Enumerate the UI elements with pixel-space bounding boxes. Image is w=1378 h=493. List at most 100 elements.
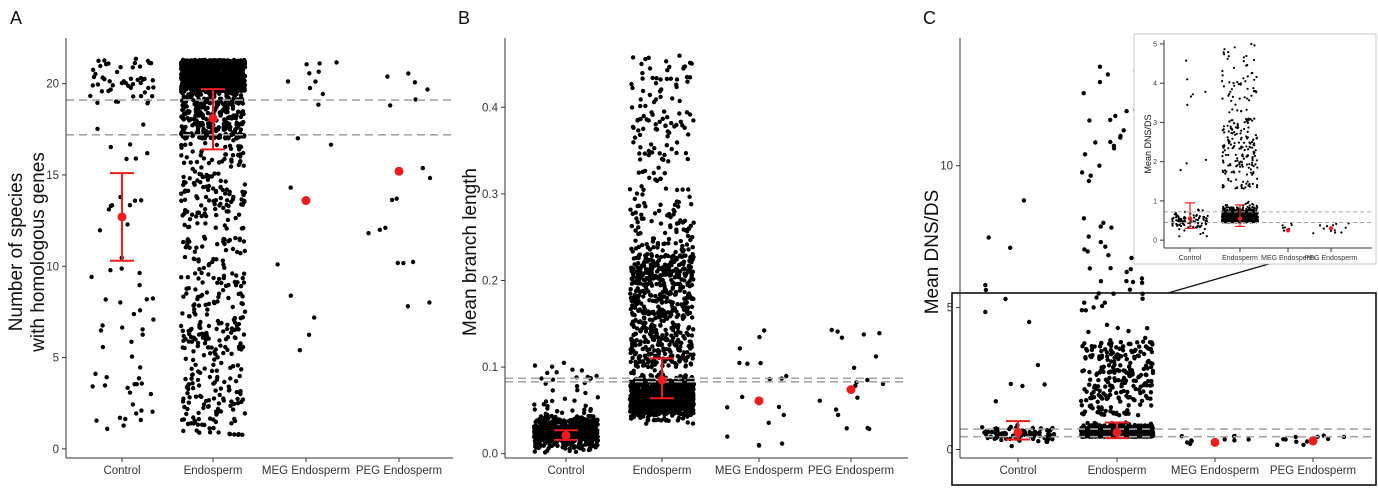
data-point: [555, 443, 560, 448]
data-point: [640, 192, 645, 197]
data-point: [406, 71, 411, 76]
data-point: [241, 192, 246, 198]
data-point: [665, 115, 670, 120]
data-point: [200, 174, 206, 180]
data-point: [691, 327, 696, 332]
x-tick-label: Endosperm: [184, 465, 243, 477]
data-point: [673, 241, 678, 246]
data-point: [223, 191, 228, 196]
data-point: [663, 252, 668, 258]
data-point: [641, 187, 646, 192]
data-point: [190, 149, 195, 154]
data-point: [674, 221, 680, 226]
data-point: [865, 425, 870, 431]
data-point: [237, 237, 242, 243]
data-point: [203, 302, 208, 308]
data-point: [865, 377, 870, 383]
data-point: [690, 356, 695, 361]
data-point: [1042, 382, 1047, 387]
data-point: [532, 407, 537, 412]
data-point: [653, 81, 659, 86]
data-point: [561, 360, 567, 365]
mean-marker: [846, 385, 856, 395]
data-point: [578, 438, 584, 443]
data-point: [150, 94, 155, 99]
data-point: [228, 330, 234, 335]
data-point: [674, 333, 679, 338]
data-point: [666, 236, 672, 242]
data-point: [201, 353, 207, 358]
data-point: [669, 277, 674, 283]
data-point: [383, 225, 388, 230]
data-point: [645, 282, 650, 287]
data-point: [655, 241, 661, 246]
data-point: [593, 422, 599, 428]
data-point: [554, 370, 559, 375]
data-point: [635, 220, 640, 225]
data-point: [183, 80, 188, 85]
data-point: [579, 368, 585, 373]
data-point: [190, 133, 196, 138]
data-point: [200, 280, 205, 285]
data-point: [182, 87, 188, 92]
data-point: [986, 235, 991, 240]
data-point: [685, 156, 690, 162]
data-point: [1003, 296, 1008, 302]
data-point: [198, 370, 203, 375]
data-point: [555, 409, 560, 414]
data-point: [217, 133, 223, 138]
data-point: [570, 367, 575, 372]
data-point: [650, 112, 655, 117]
data-point: [197, 322, 202, 327]
data-point: [227, 191, 232, 197]
data-point: [288, 293, 293, 298]
data-point: [228, 376, 233, 381]
data-point: [401, 260, 406, 266]
data-point: [636, 170, 641, 175]
data-point: [578, 425, 583, 431]
data-point: [220, 258, 225, 263]
data-point: [640, 414, 646, 419]
data-point: [313, 79, 318, 84]
data-point: [193, 287, 198, 292]
data-point: [236, 432, 241, 437]
data-point: [103, 61, 109, 67]
data-point: [223, 248, 229, 253]
data-point: [226, 81, 232, 87]
data-point: [288, 185, 293, 190]
data-point: [666, 211, 672, 217]
data-point: [239, 66, 245, 71]
data-point: [641, 315, 647, 320]
data-point: [150, 409, 155, 414]
data-point: [762, 328, 767, 333]
data-point: [669, 146, 674, 152]
data-point: [651, 245, 656, 250]
data-point: [235, 363, 241, 368]
data-point: [648, 326, 653, 331]
data-point: [297, 348, 302, 353]
data-point: [138, 93, 144, 99]
data-point: [132, 60, 138, 66]
data-point: [684, 308, 690, 313]
data-point: [683, 151, 689, 156]
data-point: [214, 326, 219, 332]
data-point: [234, 323, 240, 328]
data-point: [304, 62, 309, 67]
data-point: [642, 307, 648, 312]
data-point: [672, 360, 678, 366]
data-point: [640, 88, 646, 94]
data-point: [118, 65, 123, 70]
data-point: [127, 142, 133, 147]
data-point: [224, 92, 229, 97]
data-point: [232, 416, 237, 422]
data-point: [664, 76, 670, 82]
data-point: [178, 323, 184, 329]
data-point: [650, 337, 656, 342]
data-point: [677, 111, 682, 116]
data-point: [756, 443, 762, 448]
data-point: [138, 417, 143, 423]
data-point: [198, 92, 204, 97]
data-point: [187, 314, 192, 319]
data-point: [641, 310, 646, 316]
data-point: [196, 259, 201, 264]
